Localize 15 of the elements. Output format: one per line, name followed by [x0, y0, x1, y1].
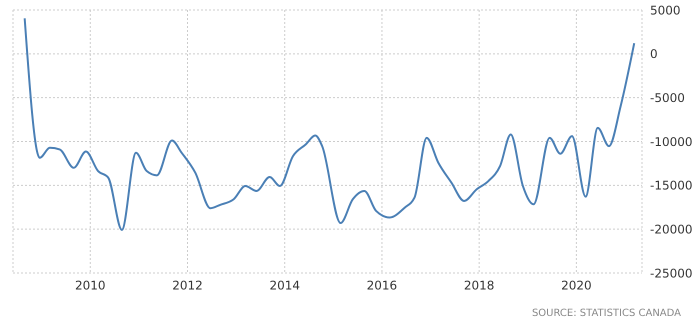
line-series [24, 17, 636, 231]
y-tick-label: 5000 [650, 3, 681, 18]
x-tick-label: 2012 [172, 278, 203, 293]
x-tick-label: 2014 [269, 278, 300, 293]
y-tick-label: -15000 [650, 178, 693, 193]
x-tick-label: 2020 [561, 278, 592, 293]
x-tick-label: 2010 [75, 278, 106, 293]
y-tick-label: -5000 [650, 90, 685, 105]
y-tick-label: -10000 [650, 134, 693, 149]
y-tick-label: -25000 [650, 266, 693, 280]
x-tick-label: 2016 [366, 278, 398, 293]
y-tick-label: -20000 [650, 222, 693, 236]
source-note: SOURCE: STATISTICS CANADA [532, 308, 681, 319]
y-tick-label: 0 [650, 47, 658, 62]
x-tick-label: 2018 [464, 278, 494, 293]
